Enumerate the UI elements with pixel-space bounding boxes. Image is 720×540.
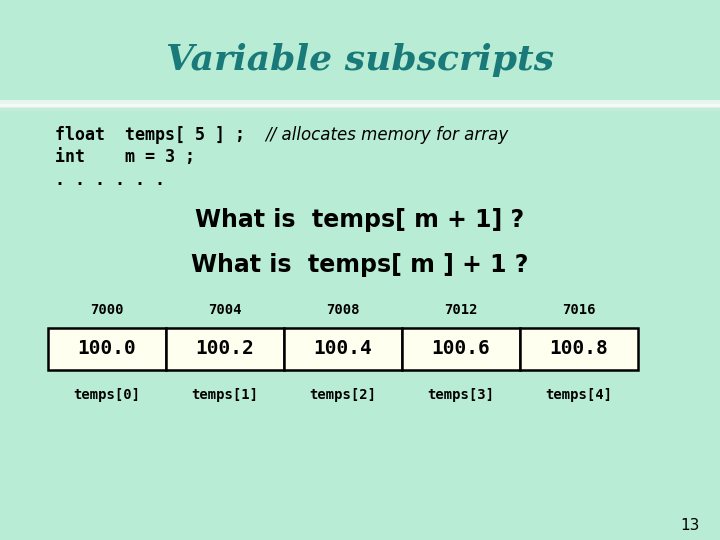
Text: temps[4]: temps[4]: [546, 388, 613, 402]
Text: float  temps[ 5 ] ;: float temps[ 5 ] ;: [55, 126, 245, 144]
Text: 100.4: 100.4: [314, 340, 372, 359]
Text: // allocates memory for array: // allocates memory for array: [265, 126, 508, 144]
Text: 7008: 7008: [326, 303, 360, 317]
Text: int    m = 3 ;: int m = 3 ;: [55, 148, 195, 166]
Text: 7004: 7004: [208, 303, 242, 317]
Text: 100.6: 100.6: [431, 340, 490, 359]
Text: What is  temps[ m ] + 1 ?: What is temps[ m ] + 1 ?: [192, 253, 528, 277]
Text: What is  temps[ m + 1] ?: What is temps[ m + 1] ?: [195, 208, 525, 232]
FancyBboxPatch shape: [0, 104, 720, 107]
FancyBboxPatch shape: [520, 328, 638, 370]
Text: temps[1]: temps[1]: [192, 388, 258, 402]
FancyBboxPatch shape: [0, 100, 720, 108]
Text: Variable subscripts: Variable subscripts: [166, 43, 554, 77]
Text: temps[0]: temps[0]: [73, 388, 140, 402]
FancyBboxPatch shape: [48, 328, 166, 370]
Text: temps[3]: temps[3]: [428, 388, 495, 402]
FancyBboxPatch shape: [0, 107, 720, 111]
Text: temps[2]: temps[2]: [310, 388, 377, 402]
Text: 7000: 7000: [90, 303, 124, 317]
FancyBboxPatch shape: [166, 328, 284, 370]
Text: 100.8: 100.8: [549, 340, 608, 359]
Text: 7016: 7016: [562, 303, 595, 317]
Text: 100.0: 100.0: [78, 340, 136, 359]
Text: . . . . . .: . . . . . .: [55, 171, 165, 189]
Text: 13: 13: [680, 517, 700, 532]
FancyBboxPatch shape: [284, 328, 402, 370]
Text: 100.2: 100.2: [196, 340, 254, 359]
FancyBboxPatch shape: [402, 328, 520, 370]
Text: 7012: 7012: [444, 303, 478, 317]
